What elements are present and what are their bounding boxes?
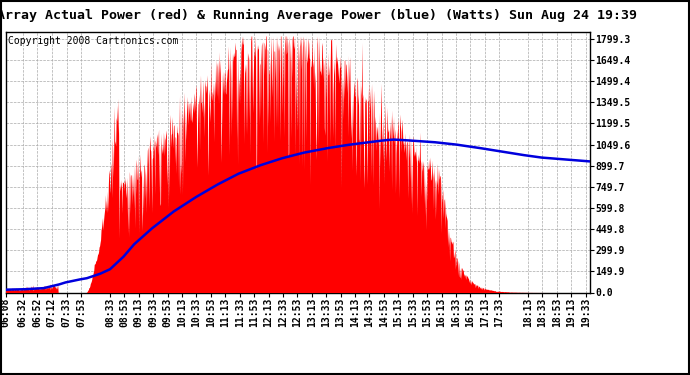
Text: Copyright 2008 Cartronics.com: Copyright 2008 Cartronics.com bbox=[8, 36, 179, 46]
Text: West Array Actual Power (red) & Running Average Power (blue) (Watts) Sun Aug 24 : West Array Actual Power (red) & Running … bbox=[0, 9, 637, 22]
